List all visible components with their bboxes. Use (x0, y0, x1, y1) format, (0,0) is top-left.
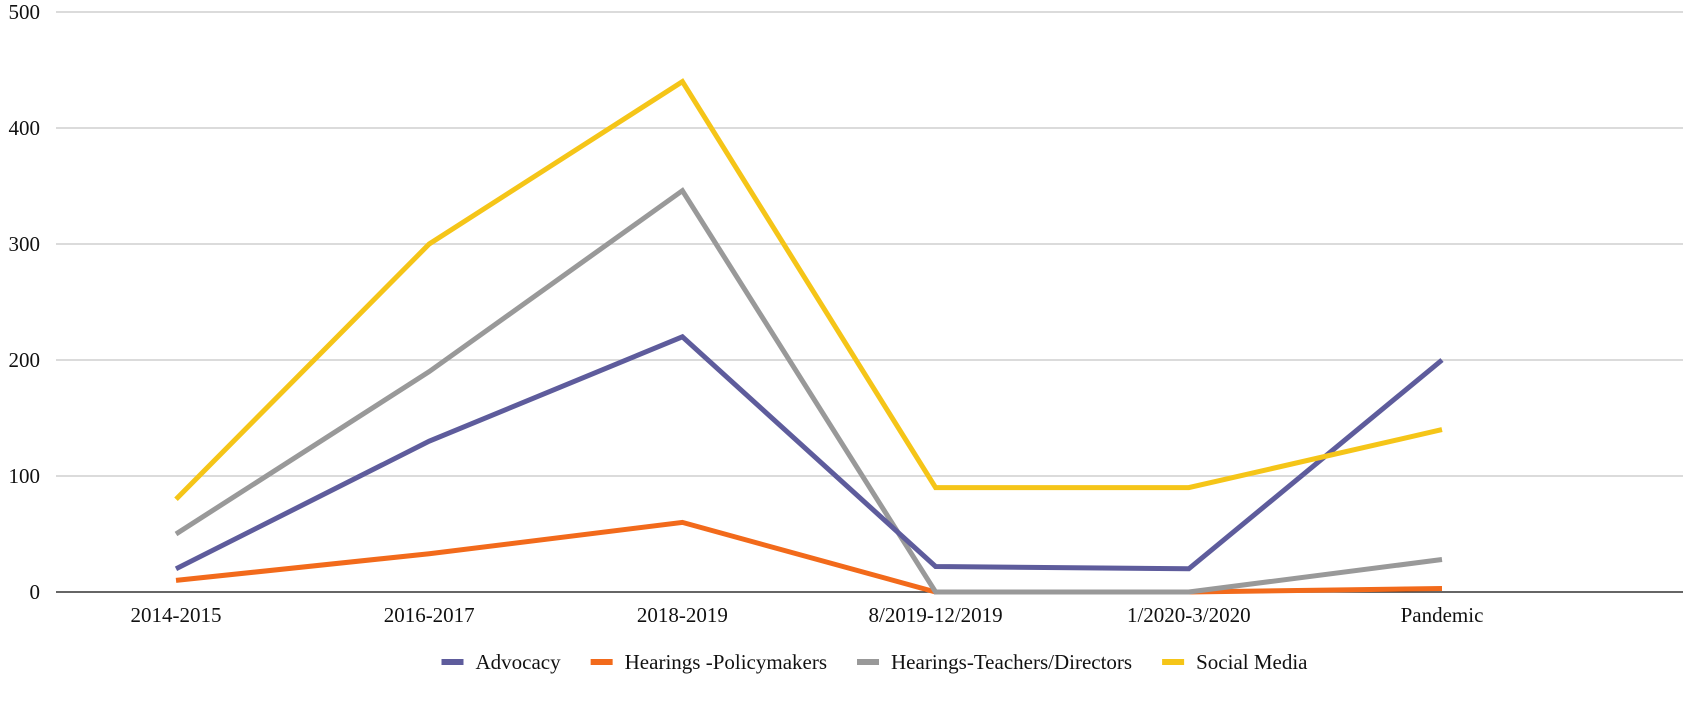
legend-item: Social Media (1162, 650, 1308, 674)
legend-label: Hearings-Teachers/Directors (891, 650, 1132, 674)
gridlines (56, 11, 1683, 593)
series-line-advocacy (174, 333, 1444, 572)
series-line-hearings-policymakers (175, 519, 1443, 595)
x-tick-label: 2014-2015 (131, 603, 222, 627)
series-line-social-media (174, 78, 1443, 501)
x-tick-label: 1/2020-3/2020 (1127, 603, 1251, 627)
legend-swatch (857, 659, 880, 665)
series-lines (174, 78, 1444, 595)
x-tick-label: 2016-2017 (384, 603, 475, 627)
y-tick-label: 300 (9, 232, 41, 256)
legend-swatch (441, 659, 464, 665)
legend-label: Hearings -Policymakers (625, 650, 827, 674)
y-tick-label: 200 (9, 348, 41, 372)
y-tick-label: 0 (30, 580, 41, 604)
y-axis-ticks: 0 100 200 300 400 500 (9, 0, 41, 604)
y-tick-label: 500 (9, 0, 41, 24)
y-tick-label: 400 (9, 116, 41, 140)
series-line-hearings-teachers-directors (174, 187, 1443, 595)
legend-item: Hearings-Teachers/Directors (857, 650, 1132, 674)
x-axis-ticks: 2014-2015 2016-2017 2018-2019 8/2019-12/201… (131, 603, 1484, 627)
legend-item: Advocacy (441, 650, 562, 674)
legend: Advocacy Hearings -Policymakers Hearings-T… (441, 650, 1308, 674)
x-tick-label: 8/2019-12/2019 (869, 603, 1003, 627)
legend-label: Social Media (1196, 650, 1308, 674)
legend-swatch (1162, 659, 1185, 665)
legend-swatch (590, 659, 613, 665)
x-tick-label: Pandemic (1401, 603, 1484, 627)
y-tick-label: 100 (9, 464, 41, 488)
x-tick-label: 2018-2019 (637, 603, 728, 627)
legend-label: Advocacy (476, 650, 562, 674)
legend-item: Hearings -Policymakers (590, 650, 827, 674)
